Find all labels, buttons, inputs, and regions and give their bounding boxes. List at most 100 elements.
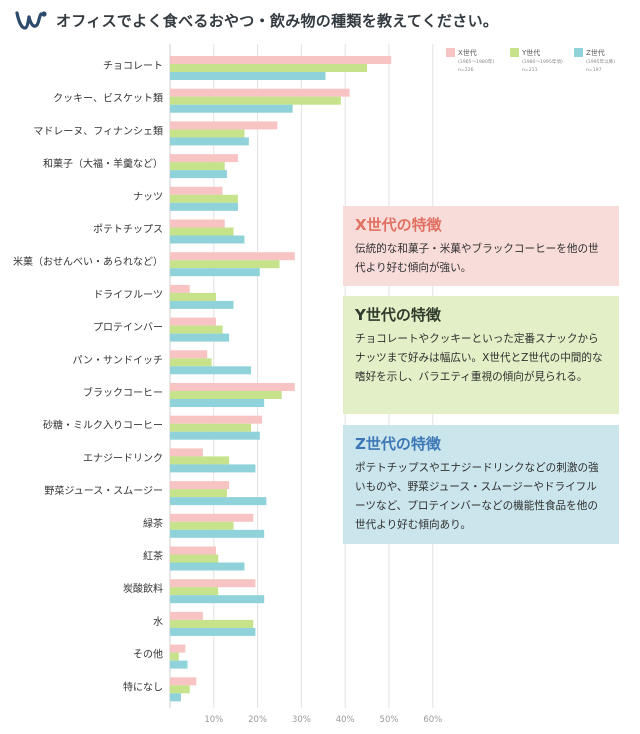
bar-y-gen [170,358,212,367]
category-label: プロテインバー [93,322,163,334]
category-label: ドライフルーツ [93,289,163,301]
category-label: 和菓子（大福・羊羹など） [43,157,163,170]
bar-x-gen [170,88,350,97]
bar-x-gen [170,186,223,195]
legend: X世代(1965～1980年) n=226 Y世代(1980～1995年頃) n=21… [446,48,615,73]
x-tick-label: 10% [204,715,223,725]
bar-x-gen [170,481,230,490]
bar-z-gen [170,202,238,211]
category-label: その他 [133,648,163,661]
bar-y-gen [170,325,223,334]
bar-x-gen [170,546,216,555]
bar-z-gen [170,333,230,342]
bar-z-gen [170,366,252,375]
bar-z-gen [170,300,234,309]
bar-y-gen [170,162,225,171]
y-generation-note-title: Y世代の特徴 [355,306,441,324]
legend-n-z: n=197 [586,67,602,73]
x-tick-label: 60% [423,715,442,725]
bar-z-gen [170,170,227,179]
bar-x-gen [170,677,197,686]
x-axis-ticks: 10% 20% 30% 40% 50% 60% [204,715,442,725]
category-label: 水 [153,616,163,628]
bar-z-gen [170,431,260,440]
legend-range-z: (1995年以降) [586,58,615,65]
bar-y-gen [170,227,234,236]
bar-x-gen [170,252,295,261]
category-label: 米菓（おせんべい・あられなど） [13,255,163,268]
bar-z-gen [170,235,245,244]
bar-y-gen [170,194,238,203]
z-generation-note: Z世代の特徴 ポテトチップスやエナジードリンクなどの刺激の強いものや、野菜ジュー… [343,425,619,544]
bar-x-gen [170,154,238,163]
x-generation-note-title: X世代の特徴 [355,216,442,234]
bar-y-gen [170,64,368,72]
category-label: エナジードリンク [83,452,163,464]
category-label: ポテトチップス [93,224,163,236]
bar-y-gen [170,652,179,661]
bar-z-gen [170,464,256,473]
bar-y-gen [170,619,254,628]
header: オフィスでよく食べるおやつ・飲み物の種類を教えてください。 [14,6,498,34]
bar-x-gen [170,56,392,64]
legend-label-y: Y世代 [521,48,540,57]
bar-z-gen [170,268,260,277]
bar-y-gen [170,554,219,563]
x-tick-label: 20% [248,715,267,725]
bar-z-gen [170,497,267,506]
category-label: 野菜ジュース・スムージー [44,485,163,497]
bar-x-gen [170,121,278,130]
category-label: パン・サンドイッチ [73,354,164,366]
bar-x-gen [170,350,208,359]
x-tick-label: 50% [380,715,399,725]
bar-y-gen [170,489,227,498]
brand-logo-icon [15,11,47,30]
bar-x-gen [170,383,295,391]
legend-swatch-x [446,48,455,57]
x-tick-label: 40% [336,715,355,725]
category-label: 特になし [123,681,163,693]
category-label: クッキー、ビスケット類 [53,93,163,105]
category-label: 砂糖・ミルク入りコーヒー [43,419,163,432]
legend-range-y: (1980～1995年頃) [522,58,563,65]
category-label: 炭酸飲料 [123,582,163,595]
bar-z-gen [170,529,265,538]
bar-y-gen [170,96,341,105]
x-generation-note-body: 伝統的な和菓子・米菓やブラックコーヒーを他の世代より好む傾向が強い。 [355,243,599,274]
y-generation-note: Y世代の特徴 チョコレートやクッキーといった定番スナックからナッツまで好みは幅広… [343,296,619,414]
x-tick-label: 30% [292,715,311,725]
bar-x-gen [170,317,216,326]
z-generation-note-title: Z世代の特徴 [355,435,441,453]
category-label: チョコレート [103,60,163,72]
legend-label-z: Z世代 [586,48,605,57]
bar-z-gen [170,72,326,80]
bar-z-gen [170,104,293,113]
bar-z-gen [170,399,265,407]
bar-x-gen [170,219,225,228]
x-generation-note: X世代の特徴 伝統的な和菓子・米菓やブラックコーヒーを他の世代より好む傾向が強い… [343,206,619,286]
bar-z-gen [170,660,188,669]
bar-y-gen [170,260,280,269]
legend-n-x: n=226 [458,67,474,73]
bar-z-gen [170,627,256,636]
category-labels: チョコレートクッキー、ビスケット類マドレーヌ、フィナンシェ類和菓子（大福・羊羹な… [13,60,163,693]
bar-y-gen [170,456,230,465]
category-label: 紅茶 [143,550,163,563]
legend-n-y: n=211 [522,67,538,73]
bar-y-gen [170,587,219,596]
bar-x-gen [170,513,254,522]
legend-range-x: (1965～1980年) [458,58,494,65]
legend-swatch-z [574,48,583,57]
legend-swatch-y [510,48,519,57]
bar-x-gen [170,415,262,424]
bar-x-gen [170,579,256,588]
bar-y-gen [170,521,234,530]
bar-z-gen [170,562,245,571]
y-generation-note-body: チョコレートやクッキーといった定番スナックからナッツまで好みは幅広い。X世代とZ… [355,333,603,383]
bar-y-gen [170,391,282,399]
category-label: ナッツ [133,191,163,203]
bar-x-gen [170,644,186,653]
category-label: 緑茶 [143,517,163,530]
bar-z-gen [170,693,181,702]
